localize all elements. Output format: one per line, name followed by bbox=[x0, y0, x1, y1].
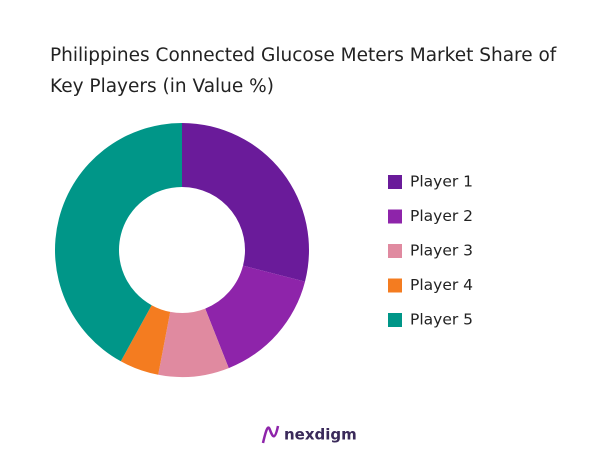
wedge bbox=[158, 308, 229, 377]
chart-title: Philippines Connected Glucose Meters Mar… bbox=[50, 45, 557, 97]
legend-label: Player 5 bbox=[410, 311, 473, 329]
legend-swatch bbox=[388, 244, 402, 258]
logo-icon bbox=[261, 425, 280, 444]
wedge bbox=[120, 305, 171, 375]
legend-label: Player 2 bbox=[410, 207, 473, 225]
legend-swatch bbox=[388, 278, 402, 293]
logo-text: nexdigm bbox=[284, 426, 357, 444]
legend-label: Player 4 bbox=[410, 276, 473, 294]
legend: Player 1 Player 2 Player 3 Player 4 Player 5 bbox=[388, 173, 473, 329]
legend-swatch bbox=[388, 209, 402, 224]
donut bbox=[54, 123, 310, 377]
legend-swatch bbox=[388, 175, 402, 189]
legend-label: Player 1 bbox=[410, 173, 473, 191]
wedge bbox=[182, 123, 310, 282]
wedge bbox=[205, 265, 306, 369]
wedge bbox=[54, 123, 183, 362]
legend-label: Player 3 bbox=[410, 242, 473, 260]
legend-swatch bbox=[388, 313, 402, 327]
